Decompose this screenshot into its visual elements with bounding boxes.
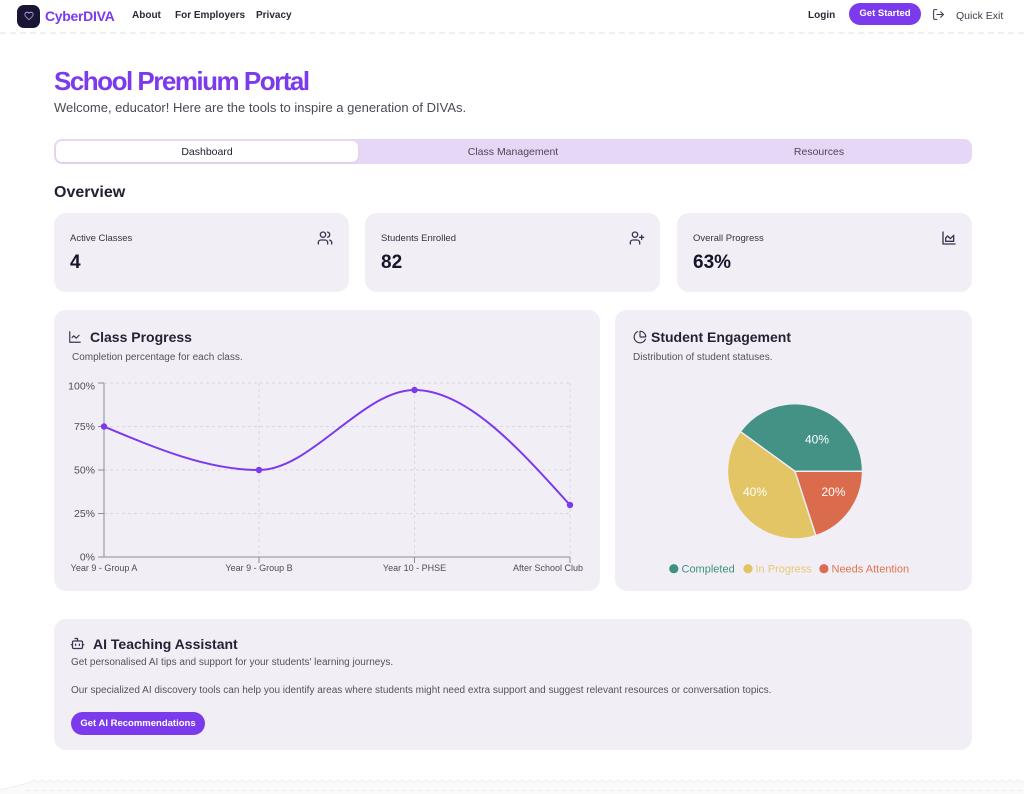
svg-text:40%: 40% — [743, 485, 767, 499]
svg-text:20%: 20% — [821, 485, 845, 499]
svg-text:Year 9 - Group A: Year 9 - Group A — [71, 563, 138, 573]
svg-text:Year 9 - Group B: Year 9 - Group B — [225, 563, 292, 573]
svg-text:Needs Attention: Needs Attention — [832, 564, 910, 576]
svg-text:0%: 0% — [80, 552, 95, 564]
svg-text:Year 10 - PHSE: Year 10 - PHSE — [383, 563, 446, 573]
svg-text:40%: 40% — [805, 433, 829, 447]
svg-text:25%: 25% — [74, 508, 95, 520]
svg-text:Completed: Completed — [682, 564, 735, 576]
svg-text:75%: 75% — [74, 421, 95, 433]
svg-text:After School Club: After School Club — [513, 563, 583, 573]
svg-text:In Progress: In Progress — [756, 564, 813, 576]
svg-text:50%: 50% — [74, 465, 95, 477]
svg-text:100%: 100% — [68, 381, 95, 393]
